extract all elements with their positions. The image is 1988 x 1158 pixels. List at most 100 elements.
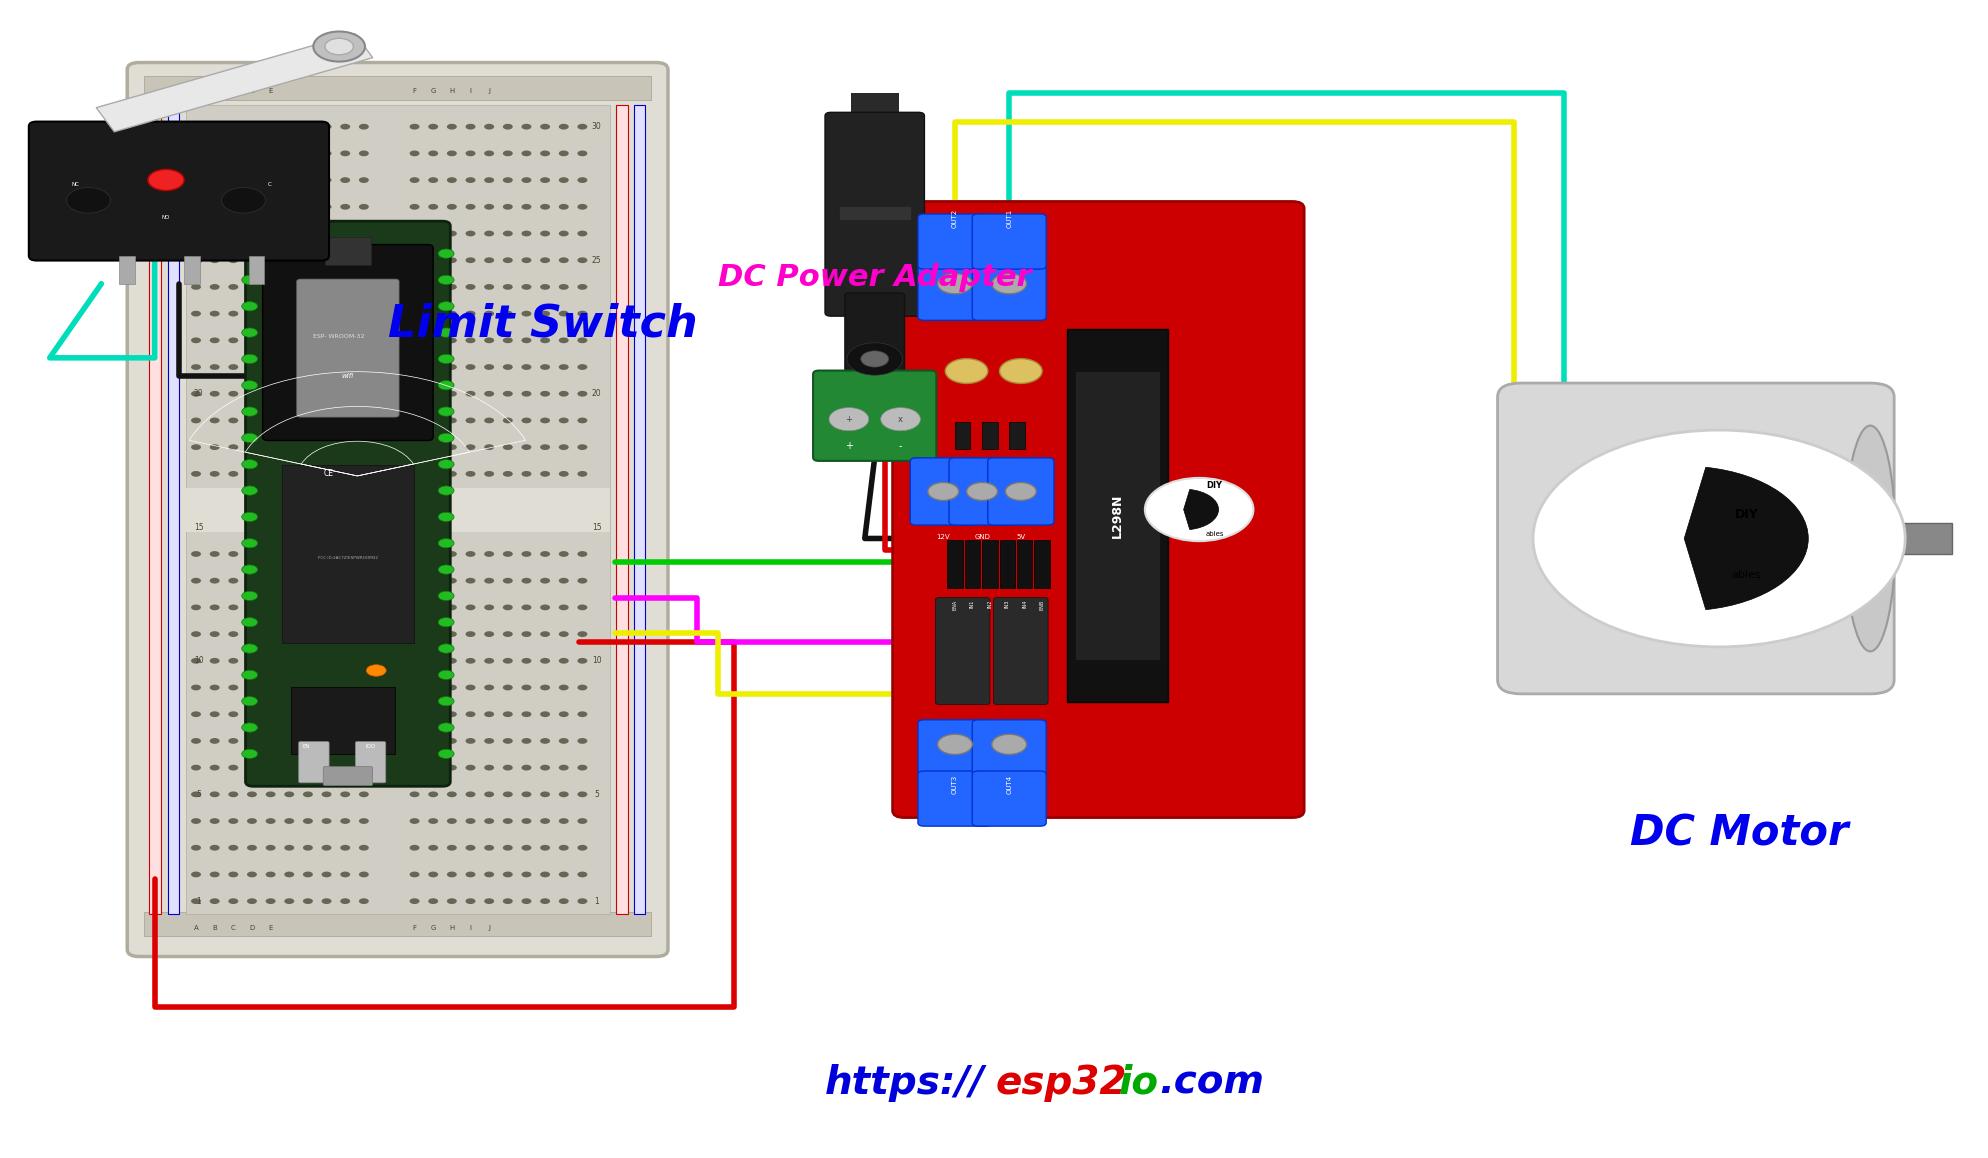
Circle shape [410, 418, 419, 424]
Circle shape [577, 177, 586, 183]
Circle shape [360, 364, 370, 369]
Circle shape [284, 899, 294, 904]
Circle shape [410, 337, 419, 343]
Circle shape [229, 578, 239, 584]
Bar [185, 104, 610, 915]
Circle shape [410, 204, 419, 210]
Circle shape [465, 151, 475, 156]
Circle shape [340, 872, 350, 878]
Text: io: io [1119, 1064, 1159, 1101]
Circle shape [447, 578, 457, 584]
Circle shape [247, 658, 256, 664]
Circle shape [340, 284, 350, 290]
Bar [1891, 523, 1952, 554]
Bar [849, 113, 901, 137]
Circle shape [559, 310, 569, 316]
Circle shape [465, 204, 475, 210]
Circle shape [191, 445, 201, 450]
Circle shape [302, 899, 312, 904]
Circle shape [485, 204, 495, 210]
Text: 5V: 5V [1016, 534, 1026, 540]
Text: 1: 1 [594, 896, 598, 906]
Bar [1000, 540, 1016, 588]
Circle shape [266, 284, 276, 290]
FancyBboxPatch shape [994, 598, 1048, 704]
Circle shape [360, 684, 370, 690]
Text: GND: GND [974, 534, 990, 540]
Text: 10: 10 [592, 657, 602, 666]
Circle shape [437, 249, 453, 258]
Text: https://: https:// [825, 1064, 984, 1101]
Circle shape [881, 408, 920, 431]
Circle shape [559, 284, 569, 290]
Circle shape [340, 791, 350, 797]
Circle shape [191, 471, 201, 477]
Circle shape [541, 284, 551, 290]
FancyBboxPatch shape [845, 293, 905, 373]
Circle shape [1533, 430, 1905, 647]
Circle shape [503, 471, 513, 477]
Circle shape [229, 257, 239, 263]
Circle shape [284, 445, 294, 450]
Text: esp32io.com: esp32io.com [390, 598, 457, 686]
Circle shape [191, 230, 201, 236]
Text: +: + [845, 441, 853, 450]
Circle shape [410, 471, 419, 477]
Circle shape [465, 899, 475, 904]
Circle shape [247, 391, 256, 397]
Circle shape [447, 418, 457, 424]
Ellipse shape [1845, 425, 1895, 651]
Circle shape [243, 749, 258, 758]
Circle shape [541, 364, 551, 369]
Wedge shape [1183, 490, 1219, 529]
Circle shape [360, 230, 370, 236]
Circle shape [447, 819, 457, 824]
Circle shape [340, 819, 350, 824]
Circle shape [559, 204, 569, 210]
Circle shape [229, 764, 239, 770]
Circle shape [284, 872, 294, 878]
Circle shape [559, 845, 569, 851]
Circle shape [243, 670, 258, 680]
Circle shape [577, 471, 586, 477]
Text: H: H [449, 924, 455, 931]
Circle shape [410, 230, 419, 236]
Circle shape [284, 177, 294, 183]
Bar [964, 540, 980, 588]
FancyBboxPatch shape [918, 720, 992, 775]
Circle shape [284, 284, 294, 290]
Circle shape [427, 684, 437, 690]
Circle shape [229, 418, 239, 424]
Circle shape [243, 565, 258, 574]
Circle shape [340, 684, 350, 690]
Circle shape [577, 631, 586, 637]
Circle shape [541, 391, 551, 397]
Circle shape [503, 711, 513, 717]
Circle shape [577, 604, 586, 610]
Circle shape [559, 230, 569, 236]
Circle shape [410, 899, 419, 904]
Circle shape [266, 471, 276, 477]
Circle shape [465, 845, 475, 851]
Circle shape [465, 337, 475, 343]
Text: 15: 15 [193, 522, 203, 532]
Circle shape [427, 204, 437, 210]
Circle shape [340, 471, 350, 477]
Bar [185, 488, 610, 532]
Circle shape [266, 872, 276, 878]
Circle shape [209, 631, 219, 637]
Circle shape [447, 711, 457, 717]
Bar [843, 176, 907, 199]
Text: A: A [193, 88, 199, 95]
Circle shape [503, 578, 513, 584]
Circle shape [322, 872, 332, 878]
Circle shape [503, 791, 513, 797]
Circle shape [541, 845, 551, 851]
Bar [845, 155, 905, 178]
Circle shape [447, 310, 457, 316]
Circle shape [284, 578, 294, 584]
Circle shape [577, 738, 586, 743]
Circle shape [410, 631, 419, 637]
Circle shape [541, 445, 551, 450]
Circle shape [447, 230, 457, 236]
